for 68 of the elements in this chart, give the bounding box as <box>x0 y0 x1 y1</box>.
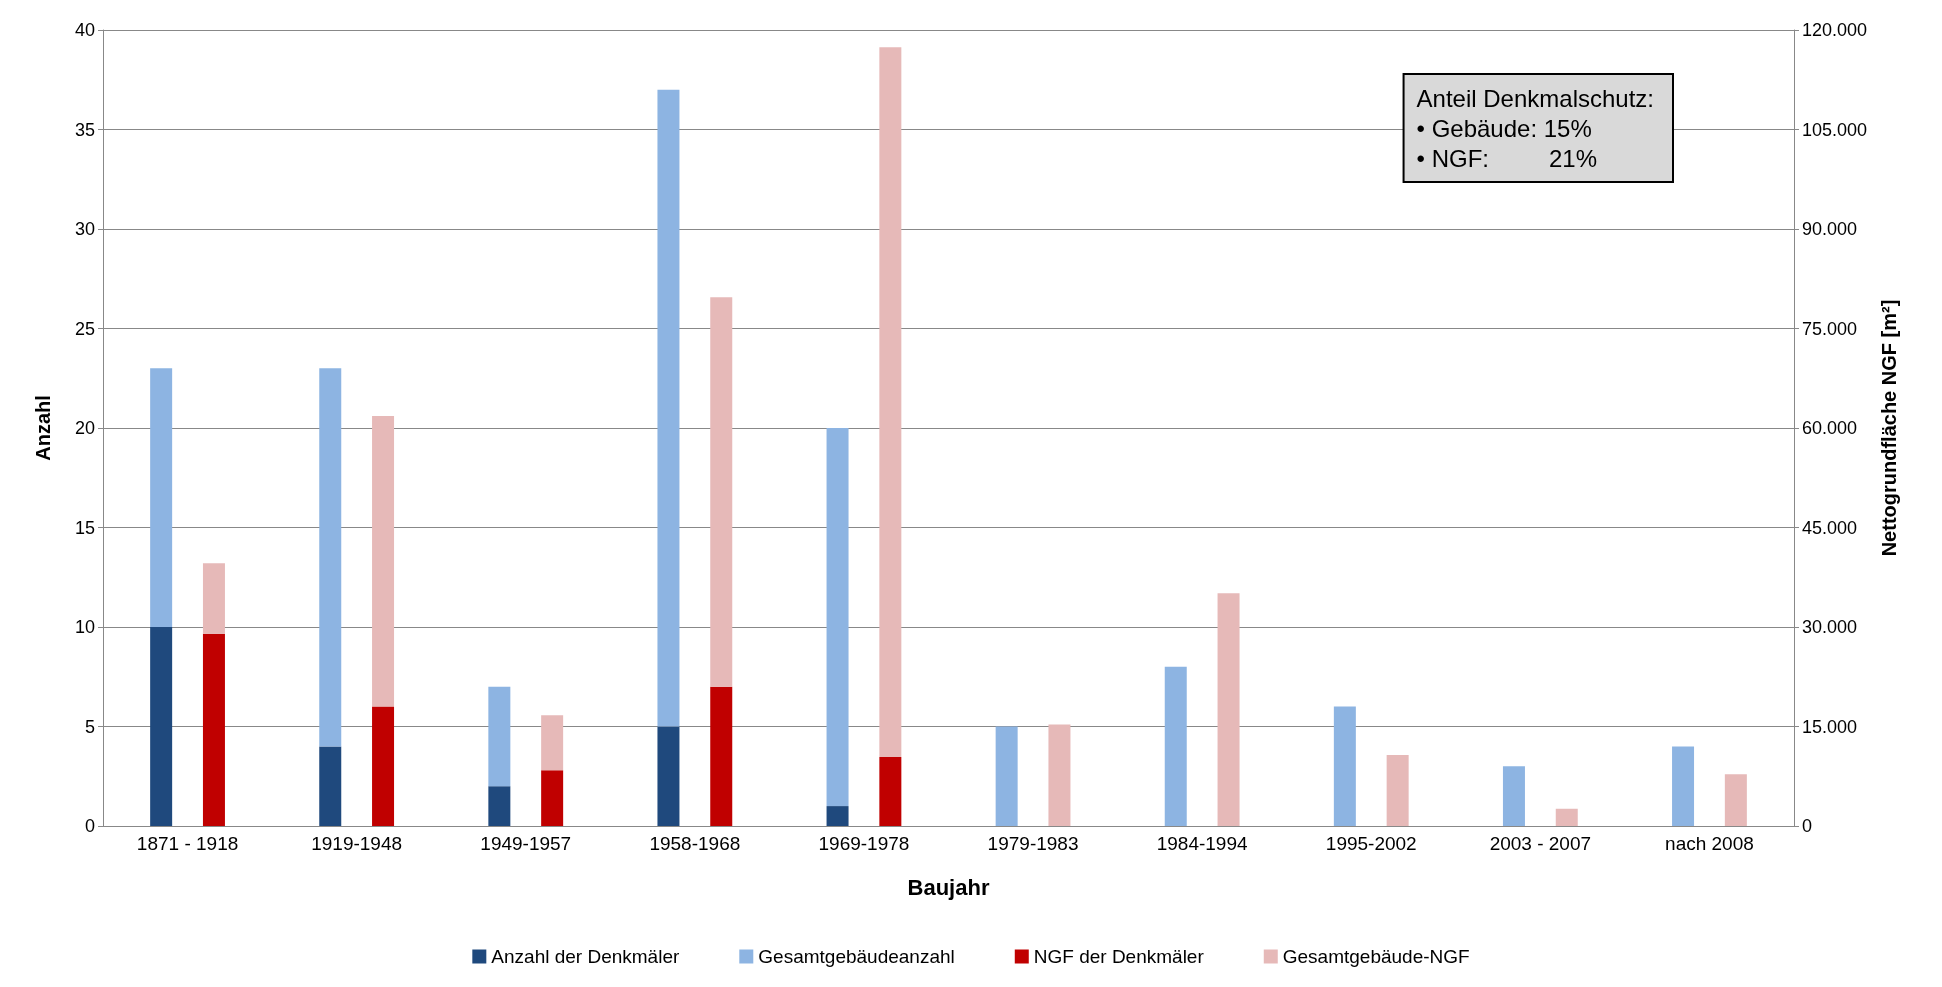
y-tick-label: 20 <box>74 418 95 438</box>
bar <box>826 428 849 807</box>
bar <box>710 686 733 826</box>
bar <box>879 757 902 826</box>
x-tick-label: 1984-1994 <box>1156 833 1249 854</box>
annotation: Anteil Denkmalschutz: <box>1416 84 1654 112</box>
bar <box>319 368 342 747</box>
y-tick-label: 40 <box>74 20 95 40</box>
y-tick-label: 15 <box>74 517 95 538</box>
x-tick-label: nach 2008 <box>1665 833 1754 854</box>
bar <box>1048 724 1071 826</box>
bar <box>541 770 564 826</box>
legend-label: NGF der Denkmäler <box>1033 946 1205 967</box>
y2-tick-label: 120.000 <box>1802 20 1868 40</box>
bar <box>372 706 395 826</box>
bar <box>202 563 225 634</box>
y2-tick-label: 60.000 <box>1802 418 1858 438</box>
bar <box>657 726 680 826</box>
y-axis-title: Anzahl <box>32 395 54 461</box>
y2-tick-label: 90.000 <box>1802 219 1858 239</box>
bar <box>150 627 173 826</box>
bar <box>319 746 342 826</box>
x-tick-label: 1979-1983 <box>987 833 1079 854</box>
y2-tick-label: 105.000 <box>1802 119 1868 140</box>
bar <box>1386 755 1409 826</box>
annotation: • Gebäude: 15% <box>1416 114 1592 142</box>
legend-label: Gesamtgebäudeanzahl <box>758 946 955 967</box>
x-tick-label: 1969-1978 <box>818 833 910 854</box>
y-tick-label: 30 <box>74 219 95 239</box>
x-tick-label: 2003 - 2007 <box>1489 833 1592 854</box>
y2-tick-label: 30.000 <box>1802 617 1858 637</box>
legend-label: Anzahl der Denkmäler <box>491 946 680 967</box>
bar <box>488 786 511 826</box>
bar <box>1672 746 1695 826</box>
bar <box>1502 766 1525 826</box>
x-tick-label: 1995-2002 <box>1325 833 1417 854</box>
bar <box>826 806 849 826</box>
y-tick-label: 35 <box>74 119 95 140</box>
bar <box>1724 774 1747 826</box>
y-tick-label: 0 <box>84 816 95 836</box>
x-tick-label: 1949-1957 <box>480 833 572 854</box>
y2-axis-title: Nettogrundfläche NGF [m²] <box>1878 299 1900 557</box>
bar <box>1217 593 1240 826</box>
x-tick-label: 1919-1948 <box>311 833 403 854</box>
annotation: • NGF: 21% <box>1416 144 1598 172</box>
bar <box>657 89 680 727</box>
bar <box>202 633 225 826</box>
x-tick-label: 1871 - 1918 <box>136 833 239 854</box>
y-tick-label: 25 <box>74 318 95 339</box>
y-tick-label: 10 <box>74 617 95 637</box>
x-axis-title: Baujahr <box>907 874 990 900</box>
y-tick-label: 5 <box>84 716 95 737</box>
bar <box>710 297 733 687</box>
bar <box>995 726 1018 826</box>
bar <box>150 368 173 627</box>
bar <box>541 715 564 771</box>
y2-tick-label: 45.000 <box>1802 517 1858 538</box>
y2-tick-label: 75.000 <box>1802 318 1858 339</box>
bar <box>1555 808 1578 826</box>
bar <box>879 47 902 758</box>
bar <box>488 686 511 787</box>
bar <box>372 416 395 707</box>
legend-label: Gesamtgebäude-NGF <box>1282 946 1470 967</box>
bar <box>1333 706 1356 826</box>
bar <box>1164 666 1187 826</box>
y2-tick-label: 0 <box>1802 816 1813 836</box>
x-tick-label: 1958-1968 <box>649 833 741 854</box>
y2-tick-label: 15.000 <box>1802 716 1858 737</box>
